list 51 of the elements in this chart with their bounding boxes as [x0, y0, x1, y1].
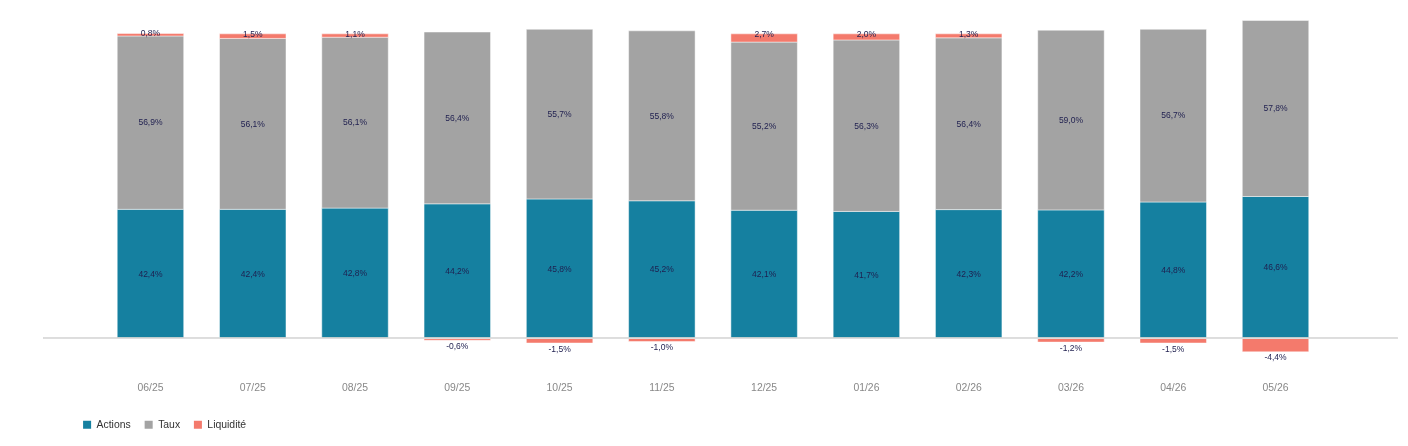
data-label: 46,6% — [1263, 262, 1289, 273]
x-tick-label: 11/25 — [649, 382, 675, 394]
data-label: 56,4% — [956, 118, 982, 129]
data-label: -1,5% — [548, 343, 572, 354]
x-tick-label: 07/25 — [239, 382, 266, 394]
x-tick-label: 06/25 — [137, 382, 164, 394]
x-tick-label: 02/26 — [955, 382, 982, 394]
data-label: 1,3% — [958, 28, 979, 39]
data-label: 2,7% — [754, 28, 775, 39]
data-label: 44,2% — [445, 265, 470, 276]
data-label: 56,1% — [240, 118, 266, 129]
data-label: 56,4% — [445, 112, 470, 123]
data-label: 42,4% — [240, 268, 266, 279]
x-tick-label: 08/25 — [342, 382, 369, 394]
data-label: 56,7% — [1161, 110, 1186, 121]
x-tick-label: 10/25 — [546, 382, 573, 394]
data-label: 42,8% — [342, 268, 368, 279]
data-label: 42,2% — [1058, 269, 1084, 280]
legend-label: Actions — [96, 418, 131, 430]
data-label: 1,5% — [243, 28, 263, 39]
data-label: 57,8% — [1263, 103, 1289, 114]
data-label: -4,4% — [1264, 352, 1288, 363]
data-label: 42,1% — [752, 269, 777, 280]
x-tick-label: 01/26 — [853, 382, 880, 394]
legend-label: Taux — [158, 418, 181, 430]
data-label: 41,7% — [854, 269, 879, 280]
x-tick-label: 12/25 — [751, 382, 778, 394]
x-tick-label: 03/26 — [1057, 382, 1085, 394]
data-label: -1,0% — [650, 342, 674, 353]
data-label: -1,5% — [1162, 343, 1185, 354]
data-label: 55,2% — [752, 120, 777, 131]
data-label: 42,3% — [956, 268, 982, 279]
data-label: -1,2% — [1059, 342, 1083, 353]
legend-label: Liquidité — [207, 418, 247, 430]
x-tick-label: 05/26 — [1262, 382, 1289, 394]
data-label: 59,0% — [1058, 114, 1084, 125]
data-label: 56,9% — [138, 117, 163, 128]
x-tick-label: 04/26 — [1160, 382, 1187, 394]
data-label: 0,8% — [140, 28, 161, 39]
data-label: 2,0% — [856, 28, 877, 39]
data-label: 55,7% — [547, 108, 573, 119]
data-label: 44,8% — [1161, 265, 1186, 276]
data-label: 55,8% — [649, 110, 675, 121]
data-label: 45,2% — [649, 264, 675, 275]
data-label: 56,1% — [342, 117, 368, 128]
data-label: -0,6% — [446, 340, 469, 351]
x-tick-label: 09/25 — [444, 382, 471, 394]
data-label: 45,8% — [547, 263, 573, 274]
data-label: 1,1% — [345, 28, 366, 39]
data-label: 56,3% — [854, 120, 879, 131]
data-label: 42,4% — [138, 268, 163, 279]
